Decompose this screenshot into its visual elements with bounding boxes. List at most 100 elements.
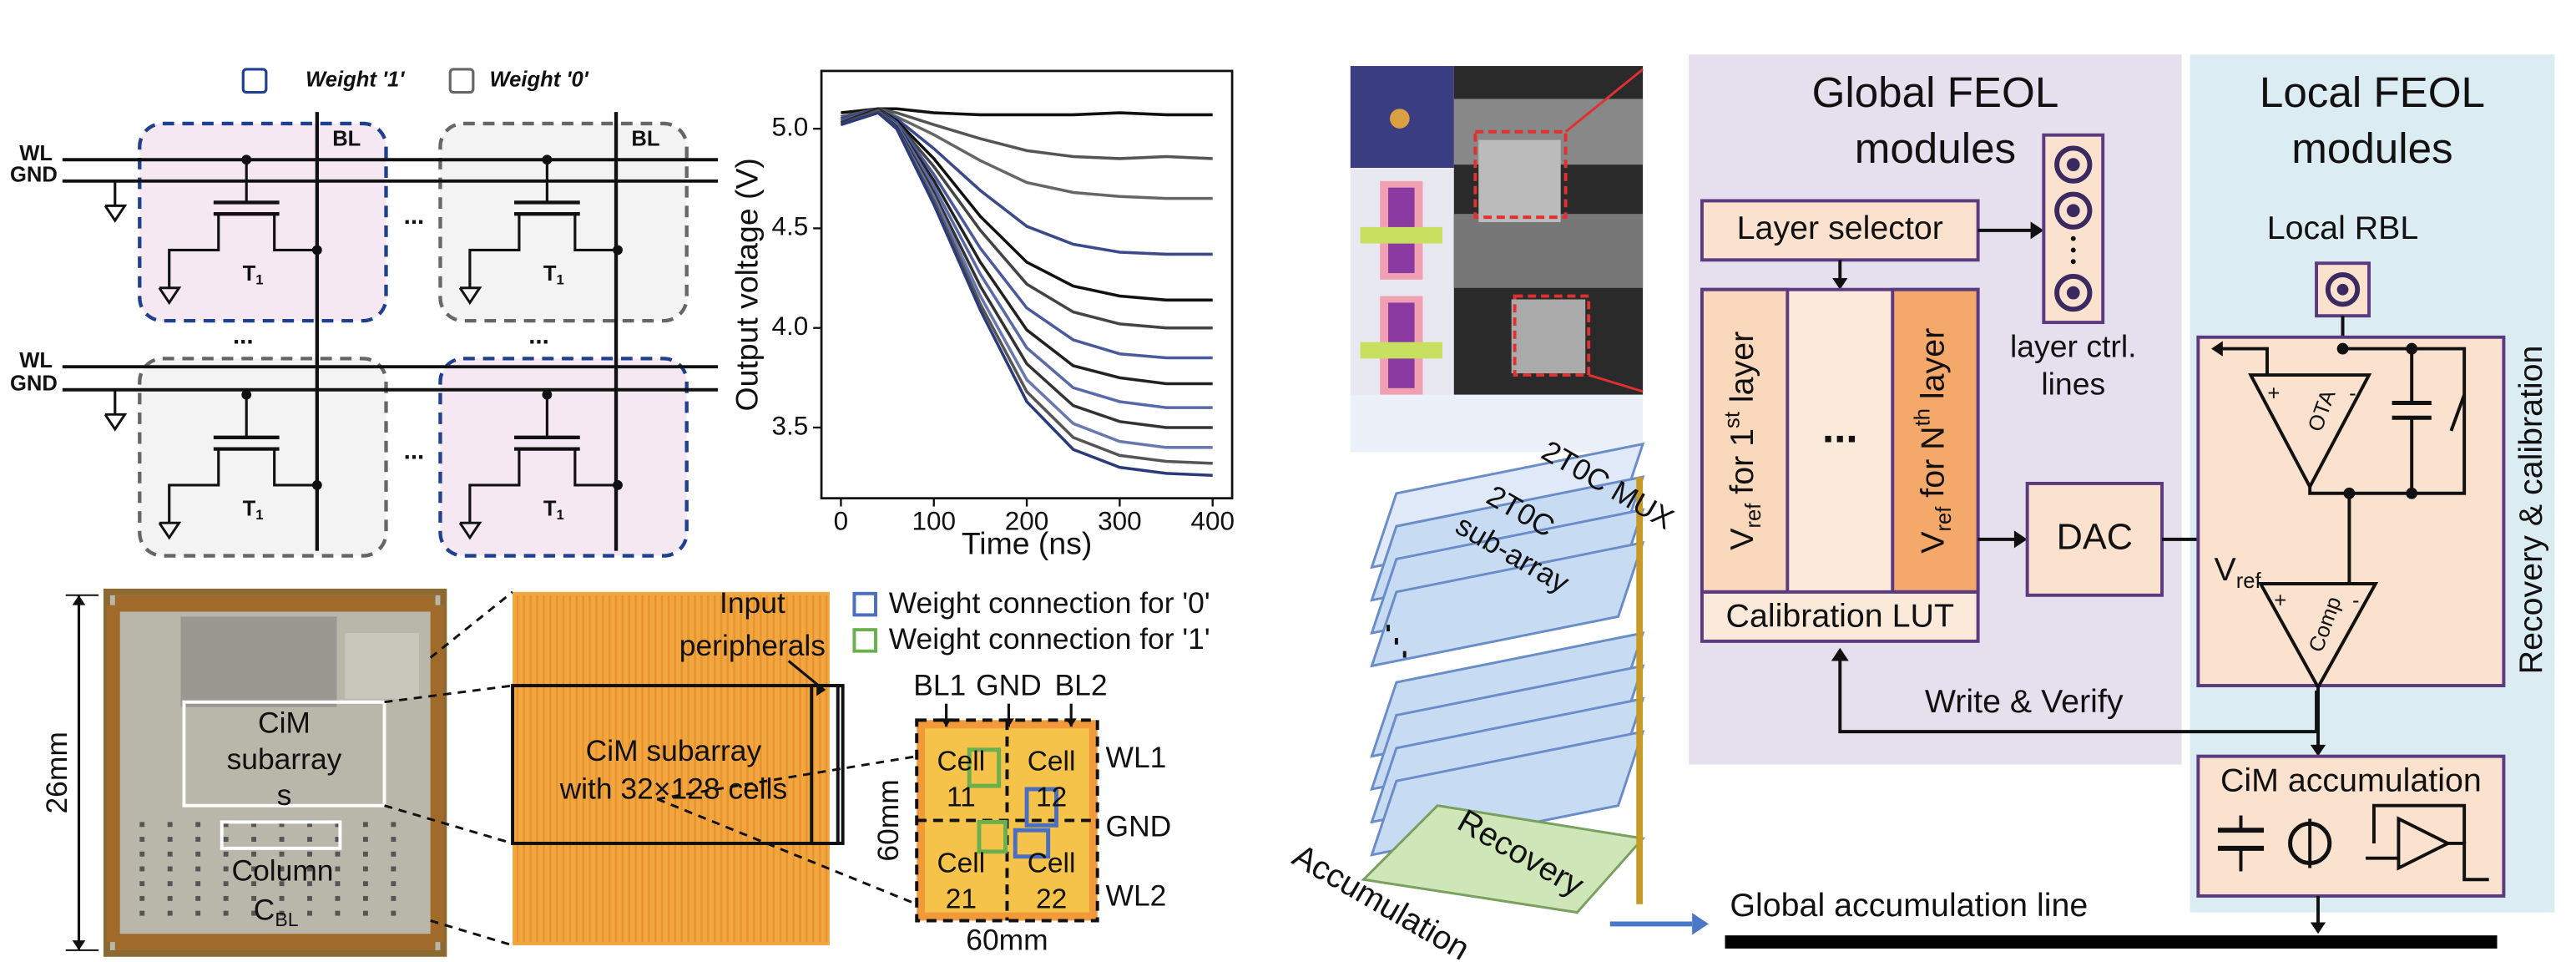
series-line [841, 109, 1212, 357]
port-dot [2337, 284, 2349, 296]
box [1361, 342, 1442, 359]
pad [363, 822, 368, 827]
arrow-head [2311, 922, 2326, 934]
label: - [2352, 589, 2360, 612]
label: WL [19, 142, 53, 165]
series-line [841, 111, 1212, 448]
label: 60mm [966, 923, 1048, 956]
label: ... [404, 202, 425, 230]
subscript: 1 [255, 508, 263, 524]
label: Calibration LUT [1726, 598, 1954, 635]
label: BL2 [1055, 668, 1108, 701]
label: layer ctrl. [2010, 328, 2137, 363]
pad [280, 837, 285, 842]
pad [335, 896, 340, 901]
dot [2071, 248, 2076, 253]
box [107, 605, 120, 942]
text-part: V [1915, 531, 1952, 554]
port-dot [2067, 286, 2080, 300]
label: WL2 [1106, 878, 1167, 912]
y-tick-label: 4.0 [772, 311, 809, 341]
ground-symbol [105, 205, 125, 220]
y-tick-label: 4.5 [772, 212, 809, 241]
pad [224, 867, 229, 872]
label: Weight connection for '1' [889, 622, 1210, 656]
label: modules [1855, 124, 2016, 172]
arrow-head [73, 595, 86, 605]
x-tick-label: 100 [912, 506, 956, 535]
pad [391, 852, 396, 857]
pad [195, 911, 200, 916]
label: Cell [937, 746, 986, 777]
dot [2071, 236, 2076, 241]
label: Weight connection for '0' [889, 586, 1210, 620]
label: Column [232, 854, 334, 888]
label: modules [2291, 124, 2452, 172]
pad [168, 881, 173, 886]
pad [280, 896, 285, 901]
supscript: st [1720, 412, 1744, 428]
text-part: V [2215, 552, 2237, 589]
x-tick-label: 400 [1190, 506, 1235, 535]
figure: Weight '1'Weight '0'WLGNDWLGNDBLBLT1T1T1… [0, 0, 2576, 962]
pad [335, 911, 340, 916]
label: CiM [258, 706, 311, 740]
pad [139, 867, 144, 872]
dot [2071, 259, 2076, 264]
label: WL [19, 349, 53, 372]
label: ... [1822, 403, 1858, 451]
label: 26mm [40, 732, 73, 813]
box [450, 69, 473, 93]
pad [195, 822, 200, 827]
via [1390, 109, 1410, 129]
label: GND [1106, 810, 1172, 843]
label: Cell [937, 848, 986, 878]
pad [139, 822, 144, 827]
pad [335, 867, 340, 872]
text-part: C [254, 894, 275, 927]
pad [139, 881, 144, 886]
label: Cell [1028, 848, 1076, 878]
node [2406, 343, 2417, 355]
pad [139, 896, 144, 901]
x-tick-label: 0 [834, 506, 849, 535]
label: peripherals [679, 629, 826, 662]
label: Layer selector [1737, 210, 1943, 246]
pad [391, 881, 396, 886]
pad [168, 852, 173, 857]
series-line [841, 109, 1212, 300]
label: Weight '0' [489, 68, 588, 92]
pad [224, 911, 229, 916]
label: Weight '1' [306, 68, 405, 92]
pad [307, 911, 312, 916]
box [345, 633, 419, 699]
label: WL1 [1106, 741, 1167, 774]
node [613, 246, 623, 256]
pad [391, 837, 396, 842]
pad [335, 881, 340, 886]
port-dot [2067, 204, 2080, 217]
label: s [277, 778, 292, 812]
label: BL1 [913, 668, 966, 701]
arrow-head [73, 940, 86, 950]
ground-symbol [105, 414, 125, 429]
text-part: for 1 [1725, 428, 1761, 504]
pad [363, 867, 368, 872]
pad [168, 896, 173, 901]
label: Input [720, 586, 785, 620]
pad [168, 837, 173, 842]
box [854, 594, 876, 615]
pad [363, 852, 368, 857]
pad [251, 837, 256, 842]
pad [363, 837, 368, 842]
box [1478, 140, 1560, 222]
label: GND [10, 164, 58, 187]
label: 21 [946, 884, 977, 915]
label: subarray [227, 742, 342, 776]
label: Local FEOL [2260, 68, 2485, 116]
text-part: T [543, 497, 557, 520]
pad [139, 911, 144, 916]
text-part: V [1725, 528, 1761, 550]
node [312, 480, 322, 490]
pad [391, 896, 396, 901]
